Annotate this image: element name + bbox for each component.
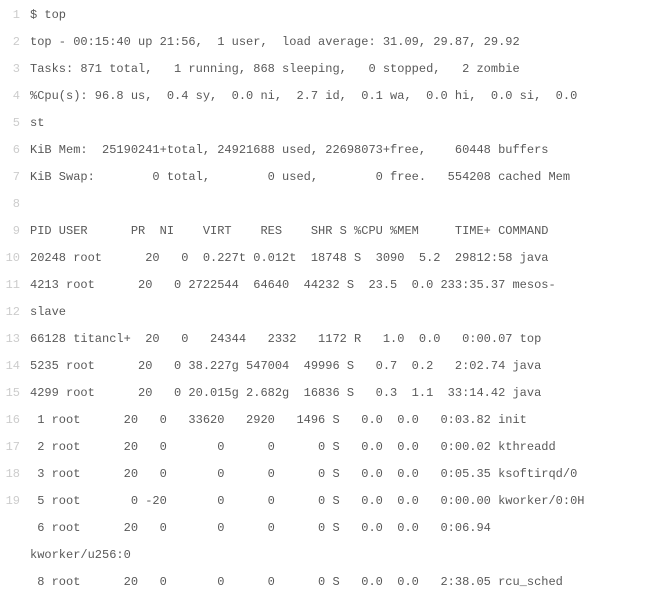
code-text: 1 root 20 0 33620 2920 1496 S 0.0 0.0 0:…	[30, 407, 527, 434]
code-line: 2top - 00:15:40 up 21:56, 1 user, load a…	[0, 29, 650, 56]
line-number: 13	[0, 326, 30, 353]
code-line: 6KiB Mem: 25190241+total, 24921688 used,…	[0, 137, 650, 164]
code-line: 3Tasks: 871 total, 1 running, 868 sleepi…	[0, 56, 650, 83]
code-text: slave	[30, 299, 66, 326]
code-text: 66128 titancl+ 20 0 24344 2332 1172 R 1.…	[30, 326, 541, 353]
line-number: 11	[0, 272, 30, 299]
code-line: 16 1 root 20 0 33620 2920 1496 S 0.0 0.0…	[0, 407, 650, 434]
line-number: 9	[0, 218, 30, 245]
line-number: 6	[0, 137, 30, 164]
code-line: kworker/u256:0	[0, 542, 650, 569]
line-number: 12	[0, 299, 30, 326]
code-text: 2 root 20 0 0 0 0 S 0.0 0.0 0:00.02 kthr…	[30, 434, 556, 461]
line-number: 8	[0, 191, 30, 218]
code-line: 1020248 root 20 0 0.227t 0.012t 18748 S …	[0, 245, 650, 272]
code-line: 17 2 root 20 0 0 0 0 S 0.0 0.0 0:00.02 k…	[0, 434, 650, 461]
code-line: 4%Cpu(s): 96.8 us, 0.4 sy, 0.0 ni, 2.7 i…	[0, 83, 650, 110]
line-number: 5	[0, 110, 30, 137]
code-line: 114213 root 20 0 2722544 64640 44232 S 2…	[0, 272, 650, 299]
line-number: 14	[0, 353, 30, 380]
line-number: 15	[0, 380, 30, 407]
line-number: 1	[0, 2, 30, 29]
code-text: KiB Swap: 0 total, 0 used, 0 free. 55420…	[30, 164, 570, 191]
code-line: 154299 root 20 0 20.015g 2.682g 16836 S …	[0, 380, 650, 407]
line-number: 10	[0, 245, 30, 272]
code-text: 20248 root 20 0 0.227t 0.012t 18748 S 30…	[30, 245, 548, 272]
code-text: 4299 root 20 0 20.015g 2.682g 16836 S 0.…	[30, 380, 541, 407]
code-line: 1366128 titancl+ 20 0 24344 2332 1172 R …	[0, 326, 650, 353]
code-line: 7KiB Swap: 0 total, 0 used, 0 free. 5542…	[0, 164, 650, 191]
line-number: 4	[0, 83, 30, 110]
code-line: 5st	[0, 110, 650, 137]
line-number: 7	[0, 164, 30, 191]
code-text: 5235 root 20 0 38.227g 547004 49996 S 0.…	[30, 353, 541, 380]
code-text: %Cpu(s): 96.8 us, 0.4 sy, 0.0 ni, 2.7 id…	[30, 83, 585, 110]
line-number: 3	[0, 56, 30, 83]
line-number: 19	[0, 488, 30, 515]
code-line: 18 3 root 20 0 0 0 0 S 0.0 0.0 0:05.35 k…	[0, 461, 650, 488]
code-line: 12slave	[0, 299, 650, 326]
code-text: 6 root 20 0 0 0 0 S 0.0 0.0 0:06.94	[30, 515, 498, 542]
line-number: 17	[0, 434, 30, 461]
code-block: 1$ top2top - 00:15:40 up 21:56, 1 user, …	[0, 2, 650, 596]
line-number: 2	[0, 29, 30, 56]
code-line: 145235 root 20 0 38.227g 547004 49996 S …	[0, 353, 650, 380]
code-line: 6 root 20 0 0 0 0 S 0.0 0.0 0:06.94	[0, 515, 650, 542]
code-text: PID USER PR NI VIRT RES SHR S %CPU %MEM …	[30, 218, 548, 245]
code-text: 3 root 20 0 0 0 0 S 0.0 0.0 0:05.35 ksof…	[30, 461, 577, 488]
code-line: 9PID USER PR NI VIRT RES SHR S %CPU %MEM…	[0, 218, 650, 245]
code-text: st	[30, 110, 44, 137]
code-line: 1$ top	[0, 2, 650, 29]
code-line: 19 5 root 0 -20 0 0 0 S 0.0 0.0 0:00.00 …	[0, 488, 650, 515]
code-text: kworker/u256:0	[30, 542, 131, 569]
code-line: 8	[0, 191, 650, 218]
code-text: $ top	[30, 2, 66, 29]
code-text: 4213 root 20 0 2722544 64640 44232 S 23.…	[30, 272, 556, 299]
code-text: KiB Mem: 25190241+total, 24921688 used, …	[30, 137, 548, 164]
line-number: 16	[0, 407, 30, 434]
code-text: 5 root 0 -20 0 0 0 S 0.0 0.0 0:00.00 kwo…	[30, 488, 585, 515]
code-text: Tasks: 871 total, 1 running, 868 sleepin…	[30, 56, 520, 83]
code-text: top - 00:15:40 up 21:56, 1 user, load av…	[30, 29, 520, 56]
line-number: 18	[0, 461, 30, 488]
